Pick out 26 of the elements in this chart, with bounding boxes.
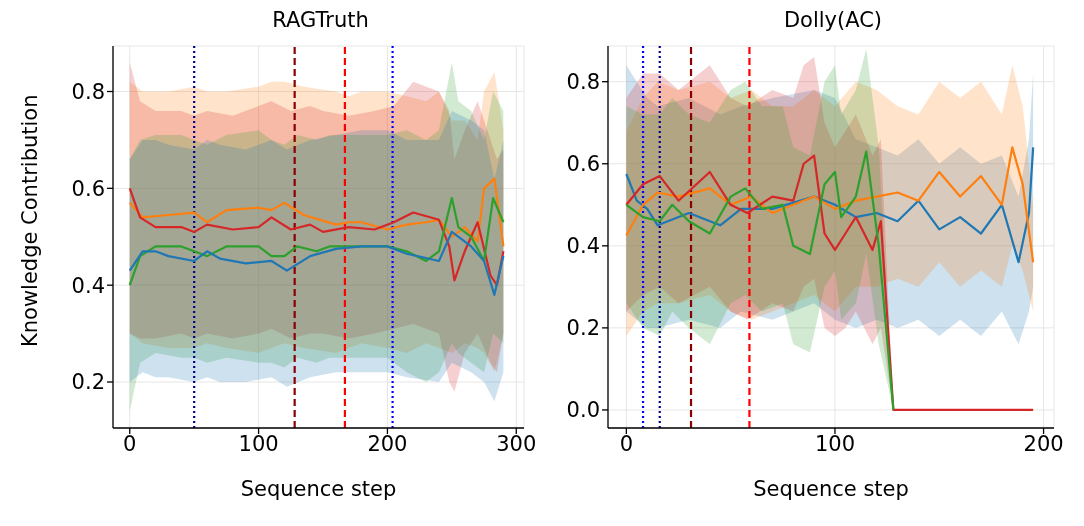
y-axis-title: Knowledge Contribution [18,94,43,347]
y-tick-label: 0.0 [566,398,600,423]
line-series [128,177,505,248]
line-series [128,230,505,296]
x-axis-title: Sequence step [753,477,909,501]
chart-title: RAGTruth [271,8,370,34]
line-series [625,150,895,412]
y-tick-label: 0.8 [71,79,105,104]
x-axis-title: Sequence step [240,477,397,501]
x-tick-label: 0 [123,431,137,456]
x-tick-label: 200 [367,431,408,456]
chart-title: Dolly(AC) [782,8,884,34]
line-series [625,146,1035,264]
y-tick-label: 0.2 [71,370,105,395]
y-tick-label: 0.4 [566,234,600,259]
x-tick-label: 0 [619,431,634,456]
x-tick-label: 100 [814,431,856,456]
x-tick-label: 100 [238,431,279,456]
line-series [625,154,1035,412]
y-tick-label: 0.2 [566,316,600,341]
y-tick-label: 0.4 [71,273,105,298]
x-tick-label: 300 [496,431,537,456]
y-tick-label: 0.6 [566,152,600,177]
y-tick-label: 0.6 [71,176,105,201]
y-tick-label: 0.8 [566,70,600,95]
x-tick-label: 200 [1023,431,1064,456]
